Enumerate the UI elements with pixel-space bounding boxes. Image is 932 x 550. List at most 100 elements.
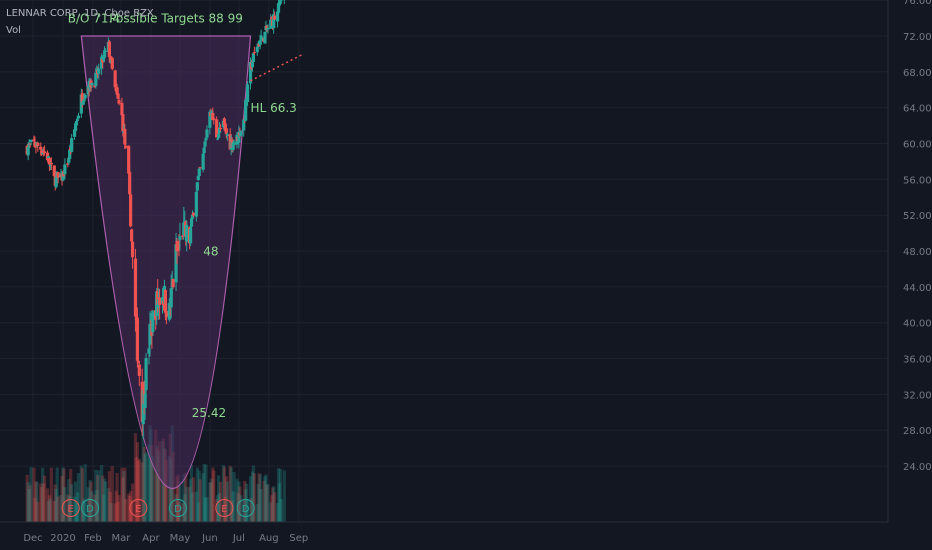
volume-bar (149, 429, 153, 522)
volume-bar (95, 490, 99, 522)
candle-body (135, 317, 139, 361)
volume-bar (106, 488, 110, 522)
dividend-marker[interactable]: D (81, 499, 100, 517)
volume-bar (113, 503, 117, 522)
volume-bar (245, 483, 249, 522)
candle-body (176, 245, 180, 247)
price-axis[interactable]: 84.0080.0076.0072.0068.0064.0060.0056.00… (887, 0, 932, 550)
volume-bar (201, 473, 205, 522)
volume-bar (275, 503, 280, 522)
dividend-marker[interactable]: D (168, 499, 187, 517)
volume-bar (235, 478, 239, 522)
volume-bar (218, 481, 223, 522)
earnings-marker[interactable]: E (129, 499, 148, 517)
volume-bar (174, 494, 178, 522)
candle-body (252, 52, 256, 54)
volume-bar (269, 502, 273, 522)
candle-body (75, 119, 80, 121)
earnings-marker[interactable]: E (215, 499, 234, 517)
candle-body (141, 389, 145, 425)
volume-bar (223, 496, 227, 522)
price-tick-label: 64.00 (903, 104, 932, 115)
marker-label: E (68, 504, 74, 515)
time-tick-label: Sep (289, 533, 308, 544)
volume-bar (74, 502, 79, 522)
candle-body (102, 52, 107, 58)
candle-body (171, 279, 175, 288)
volume-bar (194, 491, 198, 522)
candle-body (224, 128, 228, 134)
volume-bar (61, 467, 65, 522)
candle-body (197, 168, 201, 177)
volume-bar (225, 481, 229, 522)
candle-body (124, 145, 128, 148)
candle-body (204, 137, 208, 141)
volume-bar (212, 470, 216, 522)
candle-body (148, 323, 152, 345)
candle-body (178, 236, 182, 240)
candle-body (189, 218, 194, 227)
candle-body (265, 25, 269, 30)
candle-body (198, 167, 202, 169)
volume-bar (108, 491, 112, 522)
candle-body (225, 134, 229, 136)
volume-bar (151, 456, 155, 522)
volume-bar (191, 477, 196, 522)
volume-bar (237, 481, 241, 522)
candle-body (29, 139, 33, 142)
candle-body (56, 172, 60, 178)
volume-bar (102, 478, 107, 522)
volume-bar (273, 492, 277, 522)
earnings-marker[interactable]: E (61, 499, 80, 517)
volume-bar (114, 490, 118, 522)
candle-body (63, 164, 67, 175)
dividend-marker[interactable]: D (236, 499, 255, 517)
volume-bar (185, 487, 189, 522)
volume-bar (76, 473, 81, 522)
symbol-title[interactable]: LENNAR CORP, 1D, Cboe BZX (6, 8, 154, 19)
volume-bar (187, 486, 192, 522)
volume-bar (130, 483, 135, 522)
volume-bar (205, 497, 209, 522)
volume-bar (123, 467, 127, 522)
candle-body (231, 142, 235, 151)
candle-body (133, 258, 138, 317)
annotation-label: Possible Targets 88 99 (109, 12, 243, 26)
candle-body (263, 31, 267, 44)
time-axis[interactable]: Dec 2020 Feb Mar Apr May Jun Jul Aug Sep (0, 521, 888, 544)
marker-label: E (221, 504, 227, 515)
candle-body (134, 313, 139, 321)
candle-body (67, 158, 71, 163)
volume-bar (101, 494, 106, 522)
candle-body (123, 128, 127, 145)
volume-bar (69, 469, 73, 522)
volume-bar (59, 495, 63, 522)
volume-bar (45, 488, 50, 522)
volume-label: Vol (6, 25, 21, 36)
volume-bar (94, 469, 98, 522)
volume-bar (26, 482, 30, 522)
volume-bar (97, 470, 101, 522)
volume-bar (222, 467, 226, 522)
volume-bar (142, 446, 146, 522)
candle-body (216, 133, 221, 138)
volume-bar (242, 500, 246, 522)
volume-bar (116, 502, 120, 522)
marker-circle (168, 499, 187, 517)
volume-bar (73, 481, 78, 522)
candle-body (129, 229, 134, 242)
volume-bar (60, 475, 64, 522)
annotation-label: 25.42 (192, 406, 226, 420)
volume-bar (158, 441, 162, 522)
candle-body (208, 111, 212, 128)
volume-bar (121, 477, 125, 522)
marker-label: D (242, 504, 250, 515)
volume-bar (282, 470, 286, 522)
volume-bar (136, 460, 140, 522)
candle-body (201, 153, 205, 170)
candle-body (49, 162, 53, 165)
volume-bar (93, 494, 97, 522)
